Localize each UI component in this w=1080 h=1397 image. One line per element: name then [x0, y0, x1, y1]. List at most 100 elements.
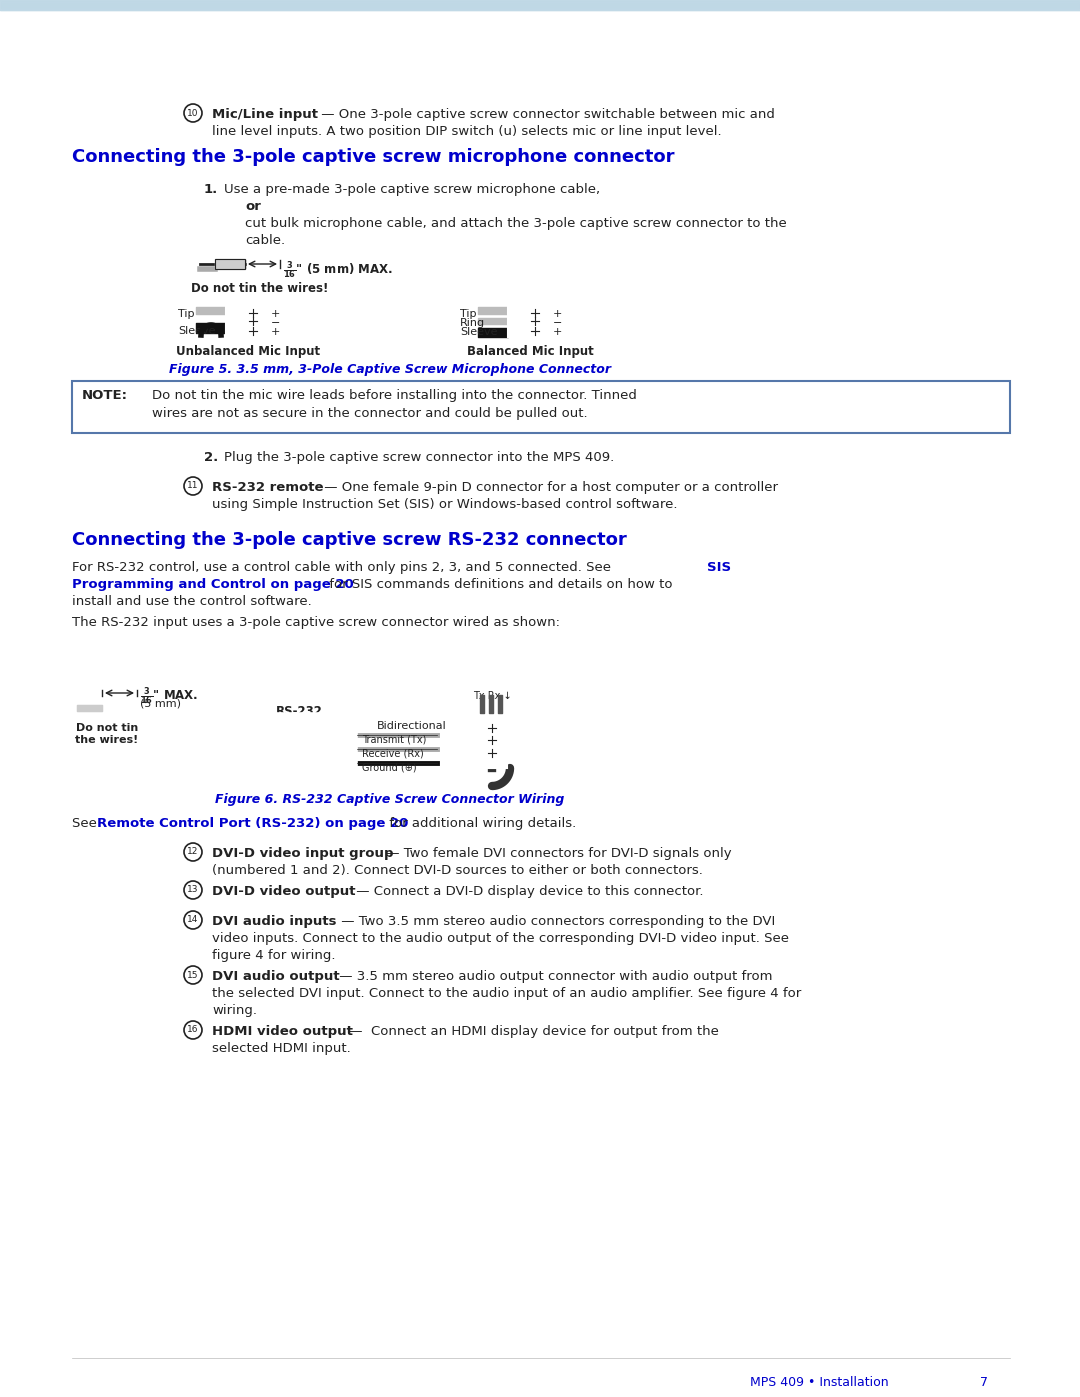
Text: −: −: [271, 319, 281, 328]
Text: Do not tin the wires!: Do not tin the wires!: [191, 282, 328, 295]
Text: Transmit (Tx): Transmit (Tx): [249, 735, 314, 745]
Text: 7: 7: [980, 1376, 988, 1389]
Text: selected HDMI input.: selected HDMI input.: [212, 1042, 351, 1055]
Text: The RS-232 input uses a 3-pole captive screw connector wired as shown:: The RS-232 input uses a 3-pole captive s…: [72, 616, 561, 629]
Bar: [242, 712, 357, 778]
Text: the wires!: the wires!: [76, 735, 138, 745]
Bar: [72, 381, 1010, 433]
Text: Connecting the 3-pole captive screw microphone connector: Connecting the 3-pole captive screw micr…: [72, 148, 675, 166]
Text: — Connect a DVI-D display device to this connector.: — Connect a DVI-D display device to this…: [352, 886, 703, 898]
Text: 14: 14: [187, 915, 199, 925]
Text: See: See: [72, 817, 102, 830]
Text: — Two female DVI connectors for DVI-D signals only: — Two female DVI connectors for DVI-D si…: [382, 847, 731, 861]
Text: HDMI video output: HDMI video output: [212, 1025, 353, 1038]
Text: Device: Device: [276, 718, 321, 731]
Text: wiring.: wiring.: [212, 1004, 257, 1017]
Text: Plug the 3-pole captive screw connector into the MPS 409.: Plug the 3-pole captive screw connector …: [224, 451, 615, 464]
Circle shape: [529, 326, 540, 337]
Text: 1.: 1.: [204, 183, 218, 196]
Text: cut bulk microphone cable, and attach the 3-pole captive screw connector to the: cut bulk microphone cable, and attach th…: [245, 217, 786, 231]
Text: $\mathbf{\frac{3}{16}}$" (5 mm) MAX.: $\mathbf{\frac{3}{16}}$" (5 mm) MAX.: [283, 258, 393, 281]
Circle shape: [247, 326, 258, 337]
Text: Do not tin: Do not tin: [76, 724, 138, 733]
Text: +: +: [271, 309, 281, 319]
Text: — 3.5 mm stereo audio output connector with audio output from: — 3.5 mm stereo audio output connector w…: [335, 970, 772, 983]
Text: — Two 3.5 mm stereo audio connectors corresponding to the DVI: — Two 3.5 mm stereo audio connectors cor…: [337, 915, 775, 928]
Text: Transmit (Tx): Transmit (Tx): [362, 735, 427, 745]
Text: RS-232 remote: RS-232 remote: [212, 481, 324, 495]
Text: +: +: [553, 327, 563, 337]
Text: +: +: [553, 309, 563, 319]
Bar: [215, 258, 245, 270]
Text: Sleeve: Sleeve: [178, 326, 216, 337]
Text: Ring: Ring: [460, 319, 485, 328]
Text: using Simple Instruction Set (SIS) or Windows-based control software.: using Simple Instruction Set (SIS) or Wi…: [212, 497, 677, 511]
Text: (numbered 1 and 2). Connect DVI-D sources to either or both connectors.: (numbered 1 and 2). Connect DVI-D source…: [212, 863, 703, 877]
Text: for additional wiring details.: for additional wiring details.: [384, 817, 577, 830]
Text: video inputs. Connect to the audio output of the corresponding DVI-D video input: video inputs. Connect to the audio outpu…: [212, 932, 789, 944]
Text: MPS 409 • Installation: MPS 409 • Installation: [750, 1376, 889, 1389]
Text: Receive (Rx): Receive (Rx): [249, 749, 312, 759]
Bar: [508, 305, 552, 337]
Text: DVI-D video input group: DVI-D video input group: [212, 847, 393, 861]
Text: For RS-232 control, use a control cable with only pins 2, 3, and 5 connected. Se: For RS-232 control, use a control cable …: [72, 562, 616, 574]
Text: Mic/Line input: Mic/Line input: [212, 108, 318, 122]
Text: SIS: SIS: [707, 562, 731, 574]
Circle shape: [486, 747, 498, 759]
Text: Connecting the 3-pole captive screw RS-232 connector: Connecting the 3-pole captive screw RS-2…: [72, 531, 626, 549]
Circle shape: [486, 722, 498, 733]
Text: Ground (⊕): Ground (⊕): [249, 763, 305, 773]
Text: Balanced Mic Input: Balanced Mic Input: [467, 345, 593, 358]
Text: Tip: Tip: [178, 309, 194, 319]
Text: figure 4 for wiring.: figure 4 for wiring.: [212, 949, 336, 963]
Text: $\mathbf{\frac{3}{16}}$" MAX.: $\mathbf{\frac{3}{16}}$" MAX.: [140, 685, 199, 707]
Text: NOTE:: NOTE:: [82, 388, 129, 402]
Text: install and use the control software.: install and use the control software.: [72, 595, 312, 608]
Text: Sleeve: Sleeve: [460, 327, 498, 337]
Text: the selected DVI input. Connect to the audio input of an audio amplifier. See fi: the selected DVI input. Connect to the a…: [212, 988, 801, 1000]
Text: Figure 5. 3.5 mm, 3-Pole Captive Screw Microphone Connector: Figure 5. 3.5 mm, 3-Pole Captive Screw M…: [168, 363, 611, 376]
Text: line level inputs. A two position DIP switch (u) selects mic or line input level: line level inputs. A two position DIP sw…: [212, 124, 721, 138]
Text: —  Connect an HDMI display device for output from the: — Connect an HDMI display device for out…: [345, 1025, 719, 1038]
Circle shape: [529, 316, 540, 327]
Text: Figure 6. RS-232 Captive Screw Connector Wiring: Figure 6. RS-232 Captive Screw Connector…: [215, 793, 565, 806]
Text: DVI-D video output: DVI-D video output: [212, 886, 355, 898]
Text: DVI audio inputs: DVI audio inputs: [212, 915, 337, 928]
Circle shape: [247, 316, 258, 327]
Bar: [77, 705, 102, 711]
Text: Ground (⊕): Ground (⊕): [362, 763, 417, 773]
Text: Use a pre-made 3-pole captive screw microphone cable,: Use a pre-made 3-pole captive screw micr…: [224, 183, 600, 196]
Text: Bidirectional: Bidirectional: [377, 721, 447, 731]
Text: 15: 15: [187, 971, 199, 979]
Text: Receive (Rx): Receive (Rx): [362, 749, 423, 759]
Text: +: +: [271, 327, 281, 337]
Text: Tx Rx ↓: Tx Rx ↓: [473, 692, 511, 701]
Bar: [226, 305, 270, 337]
Text: cable.: cable.: [245, 235, 285, 247]
Bar: [477, 712, 507, 768]
Circle shape: [486, 733, 498, 746]
Bar: [0, 0, 1080, 10]
Text: Unbalanced Mic Input: Unbalanced Mic Input: [176, 345, 320, 358]
Text: (5 mm): (5 mm): [140, 698, 181, 710]
Text: 13: 13: [187, 886, 199, 894]
Text: 12: 12: [187, 848, 199, 856]
Text: RS-232: RS-232: [275, 705, 323, 718]
Circle shape: [247, 307, 258, 319]
Text: wires are not as secure in the connector and could be pulled out.: wires are not as secure in the connector…: [152, 407, 588, 420]
Text: — One 3-pole captive screw connector switchable between mic and: — One 3-pole captive screw connector swi…: [318, 108, 774, 122]
Text: for SIS commands definitions and details on how to: for SIS commands definitions and details…: [325, 578, 673, 591]
Text: 16: 16: [187, 1025, 199, 1035]
Text: Tip: Tip: [460, 309, 476, 319]
Text: — One female 9-pin D connector for a host computer or a controller: — One female 9-pin D connector for a hos…: [320, 481, 778, 495]
Text: −: −: [553, 319, 563, 328]
Bar: [0, 0, 1080, 10]
Bar: [215, 258, 245, 270]
Text: Do not tin the mic wire leads before installing into the connector. Tinned: Do not tin the mic wire leads before ins…: [152, 388, 637, 402]
Circle shape: [529, 307, 540, 319]
Text: Programming and Control on page 20: Programming and Control on page 20: [72, 578, 354, 591]
Text: 10: 10: [187, 109, 199, 117]
Text: or: or: [245, 200, 261, 212]
Text: DVI audio output: DVI audio output: [212, 970, 339, 983]
Text: Remote Control Port (RS-232) on page 20: Remote Control Port (RS-232) on page 20: [97, 817, 408, 830]
